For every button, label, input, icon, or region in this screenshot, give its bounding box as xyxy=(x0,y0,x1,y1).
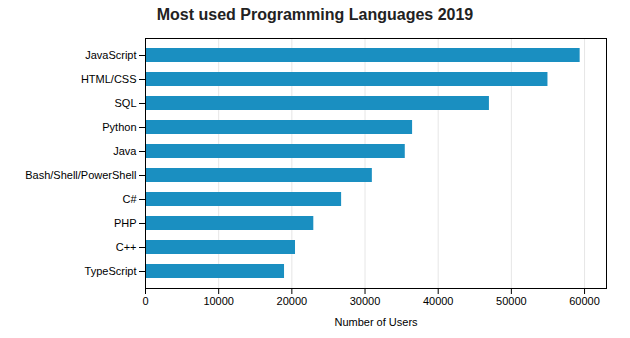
svg-text:Java: Java xyxy=(113,145,137,157)
svg-text:Bash/Shell/PowerShell: Bash/Shell/PowerShell xyxy=(25,169,136,181)
svg-text:TypeScript: TypeScript xyxy=(85,265,137,277)
svg-text:Python: Python xyxy=(102,121,136,133)
svg-text:HTML/CSS: HTML/CSS xyxy=(81,73,137,85)
svg-text:Number of Users: Number of Users xyxy=(334,316,418,328)
svg-text:SQL: SQL xyxy=(114,97,136,109)
svg-text:C++: C++ xyxy=(116,241,137,253)
html-text:Most used Programming Language: Most used Programming Languages 2019 xyxy=(156,6,474,23)
svg-text:0: 0 xyxy=(142,295,148,307)
svg-text:10000: 10000 xyxy=(203,295,234,307)
svg-text:C#: C# xyxy=(122,193,137,205)
svg-text:30000: 30000 xyxy=(350,295,381,307)
svg-text:50000: 50000 xyxy=(496,295,527,307)
svg-text:20000: 20000 xyxy=(277,295,308,307)
svg-text:40000: 40000 xyxy=(423,295,454,307)
svg-text:JavaScript: JavaScript xyxy=(85,49,136,61)
svg-text:60000: 60000 xyxy=(569,295,600,307)
svg-text:PHP: PHP xyxy=(114,217,137,229)
